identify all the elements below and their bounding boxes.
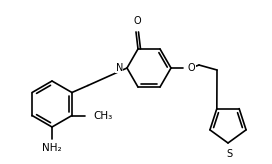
Text: S: S (226, 149, 232, 159)
Text: NH₂: NH₂ (42, 143, 62, 153)
Text: O: O (133, 16, 141, 26)
Text: O: O (188, 63, 196, 73)
Text: CH₃: CH₃ (93, 111, 112, 121)
Text: N: N (116, 63, 123, 73)
